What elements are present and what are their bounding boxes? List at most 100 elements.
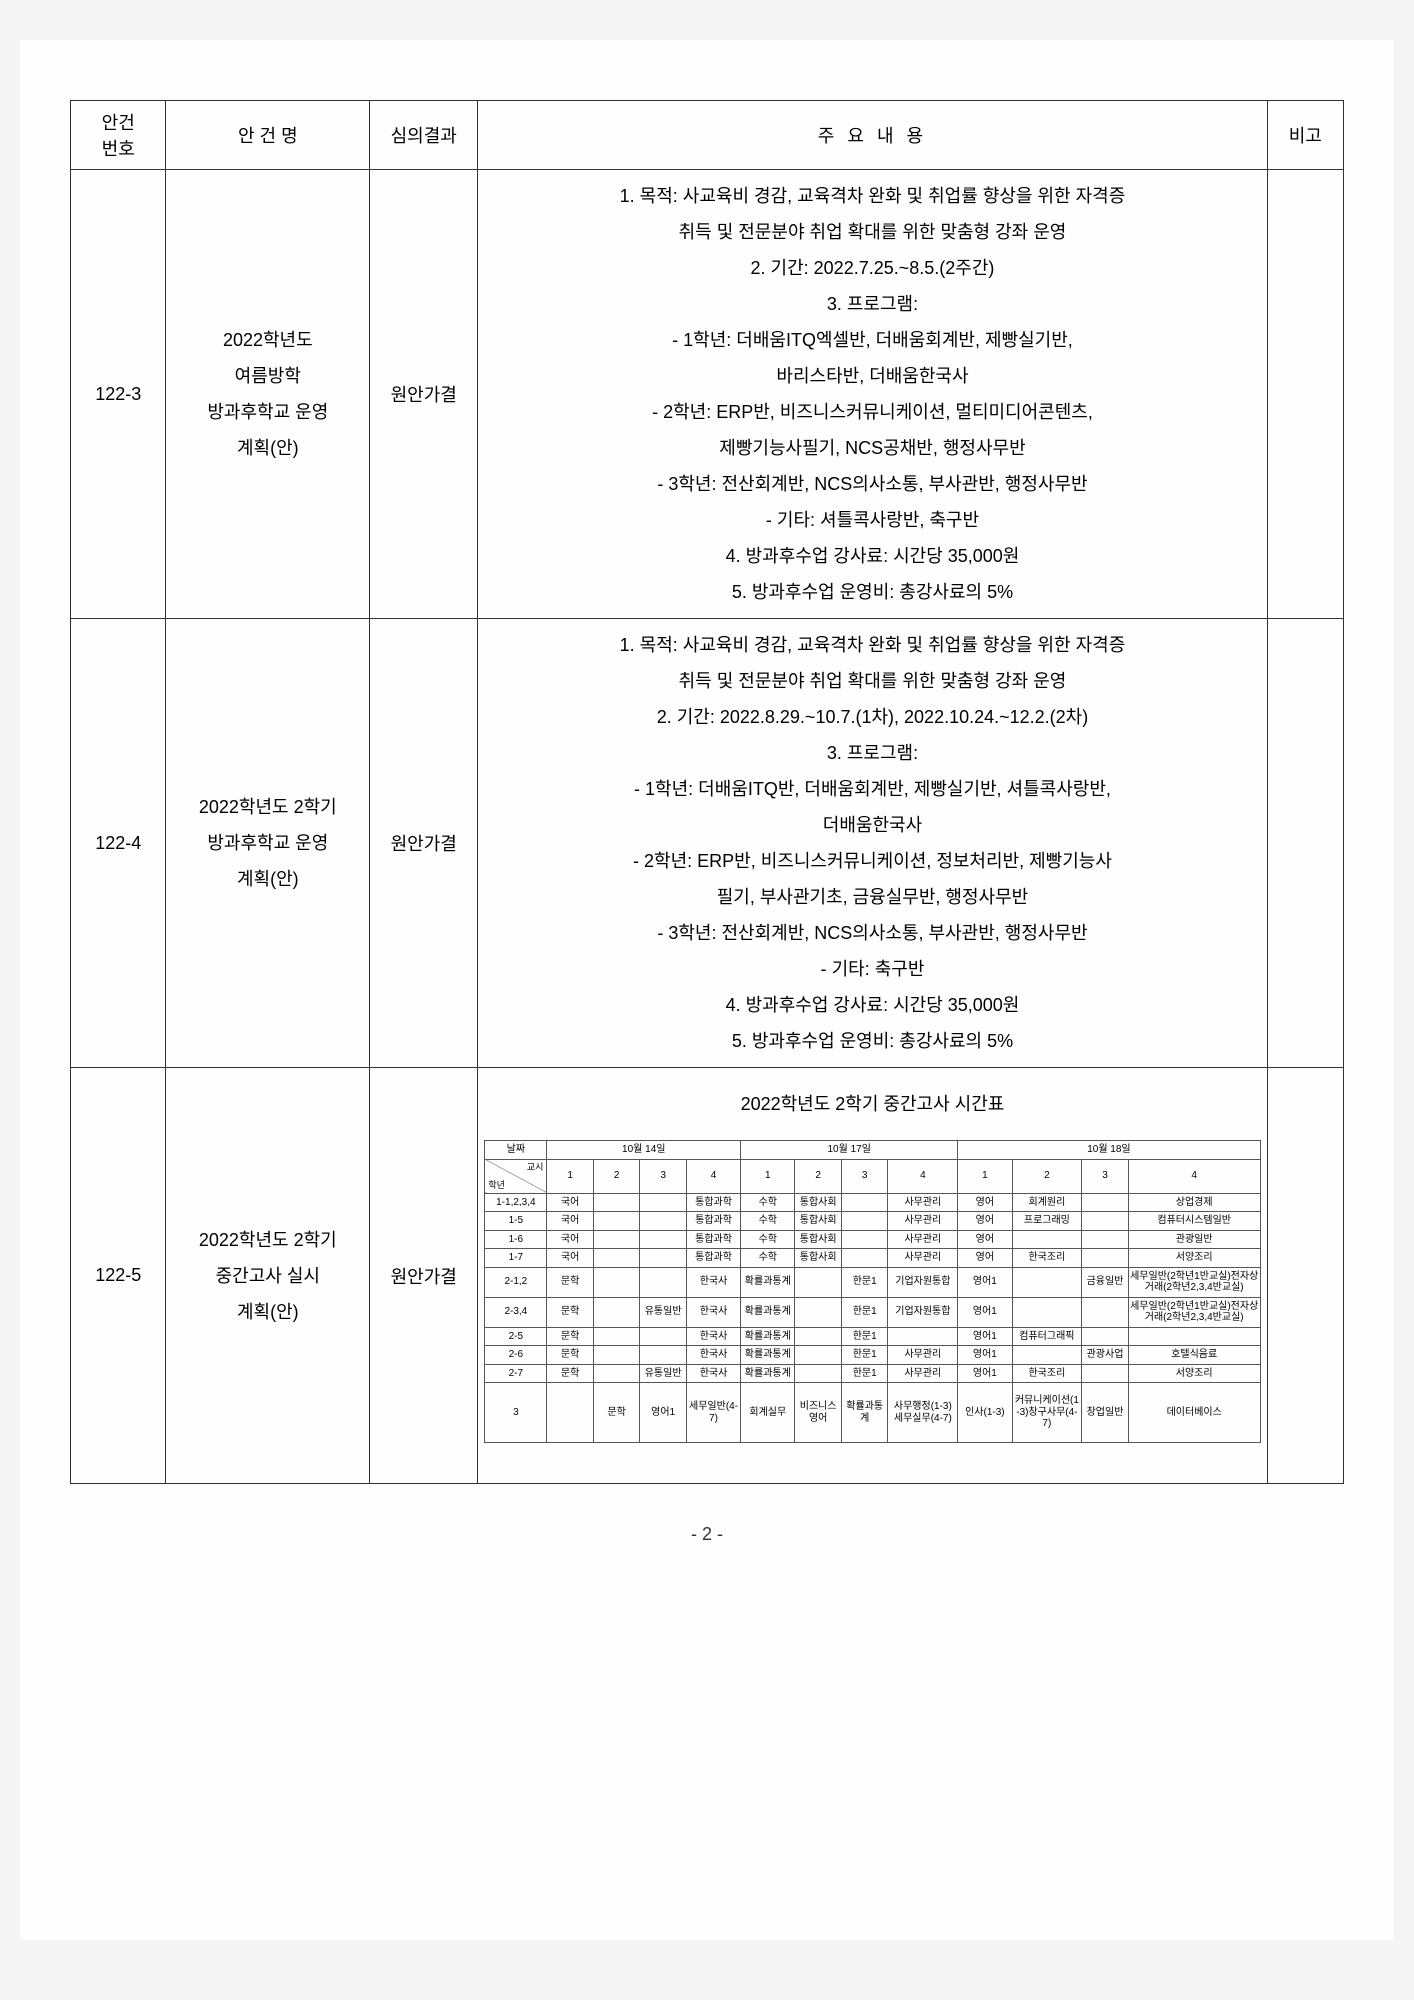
schedule-cell	[640, 1346, 687, 1365]
schedule-table: 날짜10월 14일10월 17일10월 18일교시학년1234123412341…	[484, 1140, 1260, 1443]
table-row: 122-5 2022학년도 2학기 중간고사 실시 계획(안) 원안가결 202…	[71, 1068, 1344, 1484]
schedule-cell: 세무일반(4-7)	[686, 1383, 740, 1443]
schedule-cell: 국어	[547, 1249, 594, 1268]
schedule-cell: 확률과통계	[741, 1297, 795, 1327]
schedule-cell: 영어1	[958, 1364, 1012, 1383]
schedule-cell: 문학	[547, 1297, 594, 1327]
col-content-header: 주 요 내 용	[478, 101, 1267, 170]
schedule-cell: 한국사	[686, 1364, 740, 1383]
schedule-cell: 문학	[593, 1383, 640, 1443]
schedule-cell: 통합과학	[686, 1212, 740, 1231]
schedule-cell: 호텔식음료	[1128, 1346, 1260, 1365]
schedule-cell: 사무행정(1-3)세무실무(4-7)	[888, 1383, 958, 1443]
schedule-cell: 한국조리	[1012, 1249, 1082, 1268]
schedule-grade: 1-5	[485, 1212, 547, 1231]
schedule-row: 2-6문학한국사확률과통계한문1사무관리영어1관광사업호텔식음료	[485, 1346, 1260, 1365]
schedule-cell: 국어	[547, 1230, 594, 1249]
schedule-grade: 3	[485, 1383, 547, 1443]
schedule-cell	[593, 1249, 640, 1268]
schedule-cell	[640, 1327, 687, 1346]
content-text: 1. 목적: 사교육비 경감, 교육격차 완화 및 취업률 향상을 위한 자격증…	[484, 178, 1260, 610]
schedule-cell: 프로그래밍	[1012, 1212, 1082, 1231]
agenda-content: 1. 목적: 사교육비 경감, 교육격차 완화 및 취업률 향상을 위한 자격증…	[478, 170, 1267, 619]
schedule-cell: 영어	[958, 1230, 1012, 1249]
schedule-cell: 관광일반	[1128, 1230, 1260, 1249]
schedule-cell: 확률과통계	[741, 1364, 795, 1383]
schedule-cell: 세무일반(2학년1반교실)전자상거래(2학년2,3,4반교실)	[1128, 1267, 1260, 1297]
schedule-period: 1	[958, 1159, 1012, 1193]
schedule-cell: 문학	[547, 1346, 594, 1365]
schedule-cell	[1082, 1364, 1129, 1383]
schedule-date: 10월 17일	[741, 1141, 958, 1160]
schedule-cell	[593, 1267, 640, 1297]
schedule-period: 3	[1082, 1159, 1129, 1193]
schedule-period: 3	[841, 1159, 888, 1193]
schedule-cell: 문학	[547, 1267, 594, 1297]
schedule-period: 2	[1012, 1159, 1082, 1193]
schedule-date: 10월 14일	[547, 1141, 741, 1160]
schedule-cell	[1012, 1230, 1082, 1249]
schedule-grade: 1-1,2,3,4	[485, 1193, 547, 1212]
schedule-cell: 한국사	[686, 1267, 740, 1297]
schedule-cell	[593, 1230, 640, 1249]
agenda-no: 122-5	[71, 1068, 166, 1484]
schedule-period: 1	[547, 1159, 594, 1193]
schedule-row: 2-5문학한국사확률과통계한문1영어1컴퓨터그래픽	[485, 1327, 1260, 1346]
schedule-cell: 통합과학	[686, 1193, 740, 1212]
col-no-header: 안건 번호	[71, 101, 166, 170]
col-result-header: 심의결과	[370, 101, 478, 170]
schedule-cell	[640, 1212, 687, 1231]
schedule-cell	[841, 1230, 888, 1249]
agenda-no: 122-3	[71, 170, 166, 619]
schedule-cell: 한문1	[841, 1267, 888, 1297]
agenda-title: 2022학년도 2학기 중간고사 실시 계획(안)	[166, 1068, 370, 1484]
schedule-period: 2	[795, 1159, 842, 1193]
schedule-date-label: 날짜	[485, 1141, 547, 1160]
schedule-cell: 한국사	[686, 1327, 740, 1346]
schedule-grade: 2-6	[485, 1346, 547, 1365]
schedule-cell: 통합과학	[686, 1249, 740, 1268]
schedule-cell: 영어1	[958, 1297, 1012, 1327]
schedule-cell	[1012, 1267, 1082, 1297]
schedule-cell	[640, 1249, 687, 1268]
schedule-cell: 영어1	[958, 1267, 1012, 1297]
schedule-cell: 컴퓨터그래픽	[1012, 1327, 1082, 1346]
schedule-cell: 문학	[547, 1364, 594, 1383]
agenda-no: 122-4	[71, 619, 166, 1068]
agenda-result: 원안가결	[370, 170, 478, 619]
schedule-cell: 사무관리	[888, 1249, 958, 1268]
schedule-cell: 회계원리	[1012, 1193, 1082, 1212]
col-note-header: 비고	[1267, 101, 1343, 170]
schedule-cell: 한국사	[686, 1346, 740, 1365]
schedule-cell: 확률과통계	[841, 1383, 888, 1443]
schedule-cell	[547, 1383, 594, 1443]
schedule-cell	[593, 1327, 640, 1346]
page-number: - 2 -	[70, 1524, 1344, 1545]
schedule-period: 4	[888, 1159, 958, 1193]
schedule-row: 1-7국어통합과학수학통합사회사무관리영어한국조리서양조리	[485, 1249, 1260, 1268]
schedule-grade: 1-7	[485, 1249, 547, 1268]
schedule-cell: 데이터베이스	[1128, 1383, 1260, 1443]
schedule-cell: 영어	[958, 1193, 1012, 1212]
schedule-cell: 한국사	[686, 1297, 740, 1327]
schedule-cell	[795, 1297, 842, 1327]
schedule-cell: 영어1	[640, 1383, 687, 1443]
schedule-cell: 수학	[741, 1230, 795, 1249]
schedule-cell: 통합사회	[795, 1193, 842, 1212]
schedule-cell	[593, 1193, 640, 1212]
schedule-cell	[841, 1249, 888, 1268]
schedule-cell: 확률과통계	[741, 1327, 795, 1346]
schedule-cell	[795, 1327, 842, 1346]
schedule-row: 2-1,2문학한국사확률과통계한문1기업자원통합영어1금융일반세무일반(2학년1…	[485, 1267, 1260, 1297]
schedule-title: 2022학년도 2학기 중간고사 시간표	[484, 1086, 1260, 1122]
schedule-row: 1-1,2,3,4국어통합과학수학통합사회사무관리영어회계원리상업경제	[485, 1193, 1260, 1212]
schedule-cell: 통합과학	[686, 1230, 740, 1249]
agenda-content: 2022학년도 2학기 중간고사 시간표 날짜10월 14일10월 17일10월…	[478, 1068, 1267, 1484]
schedule-period: 2	[593, 1159, 640, 1193]
agenda-note	[1267, 170, 1343, 619]
document-page: 안건 번호 안 건 명 심의결과 주 요 내 용 비고 122-3 2022학년…	[20, 40, 1394, 1940]
schedule-cell	[841, 1212, 888, 1231]
schedule-cell: 사무관리	[888, 1230, 958, 1249]
schedule-period: 3	[640, 1159, 687, 1193]
schedule-cell: 통합사회	[795, 1230, 842, 1249]
